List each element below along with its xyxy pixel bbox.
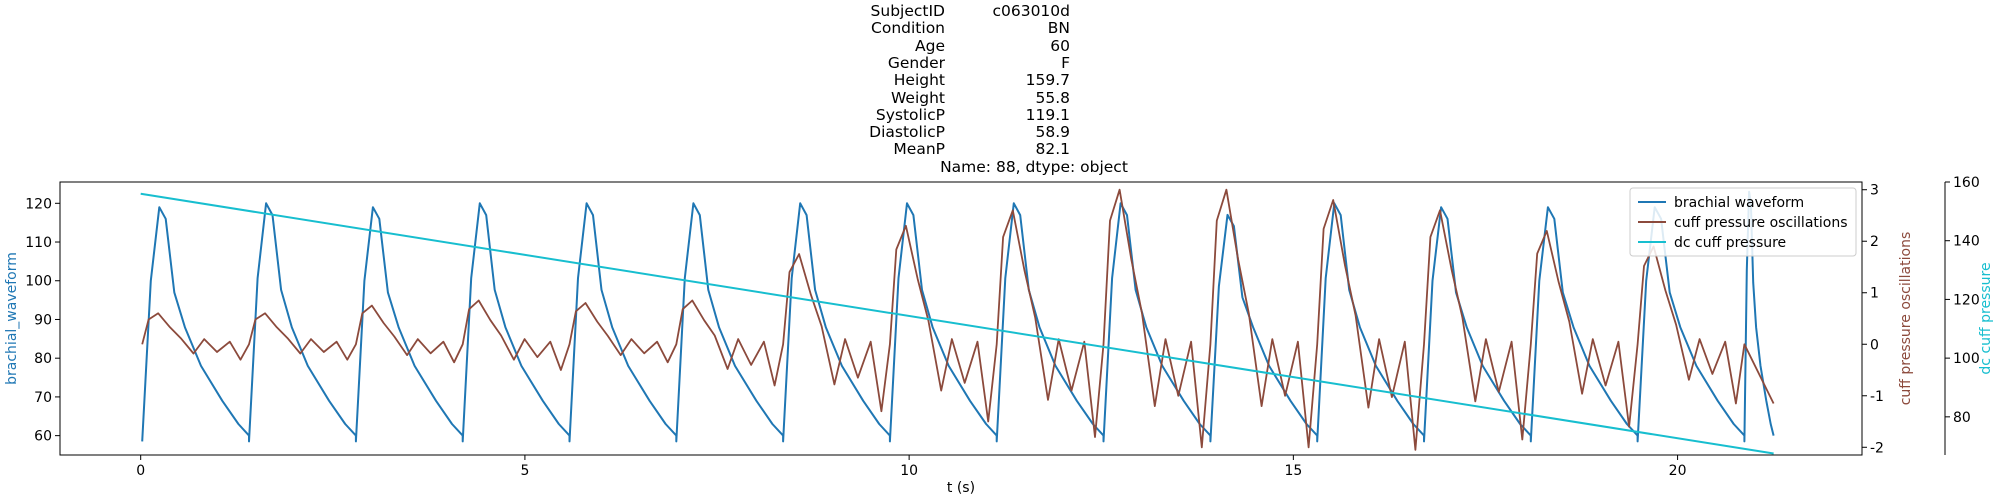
right2-tick-label: 80 bbox=[1953, 410, 1971, 426]
title-key: Age bbox=[915, 36, 945, 55]
title-key: Height bbox=[893, 71, 945, 90]
left-axis-label: brachial_waveform bbox=[4, 252, 20, 385]
right2-tick-label: 140 bbox=[1953, 234, 1980, 250]
title-key: DiastolicP bbox=[869, 123, 945, 142]
left-tick-label: 80 bbox=[34, 351, 52, 367]
legend-label: cuff pressure oscillations bbox=[1674, 215, 1848, 231]
left-tick-label: 60 bbox=[34, 429, 52, 445]
title-value: 82.1 bbox=[1035, 140, 1070, 159]
x-axis-label: t (s) bbox=[947, 480, 975, 496]
title-value: 58.9 bbox=[1035, 123, 1070, 142]
x-tick-label: 5 bbox=[520, 463, 529, 479]
right1-tick-label: -1 bbox=[1870, 389, 1884, 405]
left-tick-label: 70 bbox=[34, 390, 52, 406]
plot-frame bbox=[59, 181, 1863, 456]
legend-box bbox=[1629, 187, 1857, 257]
title-value: BN bbox=[1047, 19, 1070, 38]
title-value: 60 bbox=[1050, 36, 1070, 55]
right2-tick-label: 120 bbox=[1953, 292, 1980, 308]
x-tick-label: 15 bbox=[1284, 463, 1302, 479]
right1-tick-label: -2 bbox=[1870, 440, 1884, 456]
x-tick-label: 20 bbox=[1669, 463, 1687, 479]
right1-axis-label: cuff pressure oscillations bbox=[1898, 232, 1914, 406]
title-key: SystolicP bbox=[875, 105, 945, 124]
title-value: 119.1 bbox=[1025, 105, 1070, 124]
left-tick-label: 90 bbox=[34, 312, 52, 328]
series-line-brachial-waveform bbox=[141, 190, 1775, 443]
legend-label: dc cuff pressure bbox=[1674, 235, 1786, 251]
right2-tick-label: 160 bbox=[1953, 175, 1980, 191]
title-value: 159.7 bbox=[1025, 71, 1070, 90]
title-key: Condition bbox=[871, 19, 945, 38]
title-key: Weight bbox=[890, 88, 945, 107]
series-line-dc-cuff-pressure bbox=[140, 192, 1774, 455]
right1-tick-label: 2 bbox=[1870, 234, 1879, 250]
right2-tick-label: 100 bbox=[1953, 351, 1980, 367]
title-key: SubjectID bbox=[870, 2, 945, 20]
title-value: F bbox=[1061, 53, 1070, 72]
left-tick-label: 120 bbox=[25, 196, 52, 212]
right1-tick-label: 1 bbox=[1870, 286, 1879, 302]
right1-tick-label: 0 bbox=[1870, 337, 1879, 353]
x-tick-label: 10 bbox=[900, 463, 918, 479]
left-tick-label: 100 bbox=[25, 274, 52, 290]
right1-tick-label: 3 bbox=[1870, 183, 1879, 199]
title-footer: Name: 88, dtype: object bbox=[940, 157, 1128, 176]
legend-label: brachial waveform bbox=[1674, 195, 1804, 211]
title-value: c063010d bbox=[992, 2, 1070, 20]
right2-axis-label: dc cuff pressure bbox=[1978, 262, 1994, 374]
title-key: Gender bbox=[887, 53, 945, 72]
title-value: 55.8 bbox=[1035, 88, 1070, 107]
series-line-cuff-pressure-oscillations bbox=[141, 188, 1775, 451]
title-key: MeanP bbox=[893, 140, 945, 159]
x-tick-label: 0 bbox=[136, 463, 145, 479]
left-tick-label: 110 bbox=[25, 235, 52, 251]
